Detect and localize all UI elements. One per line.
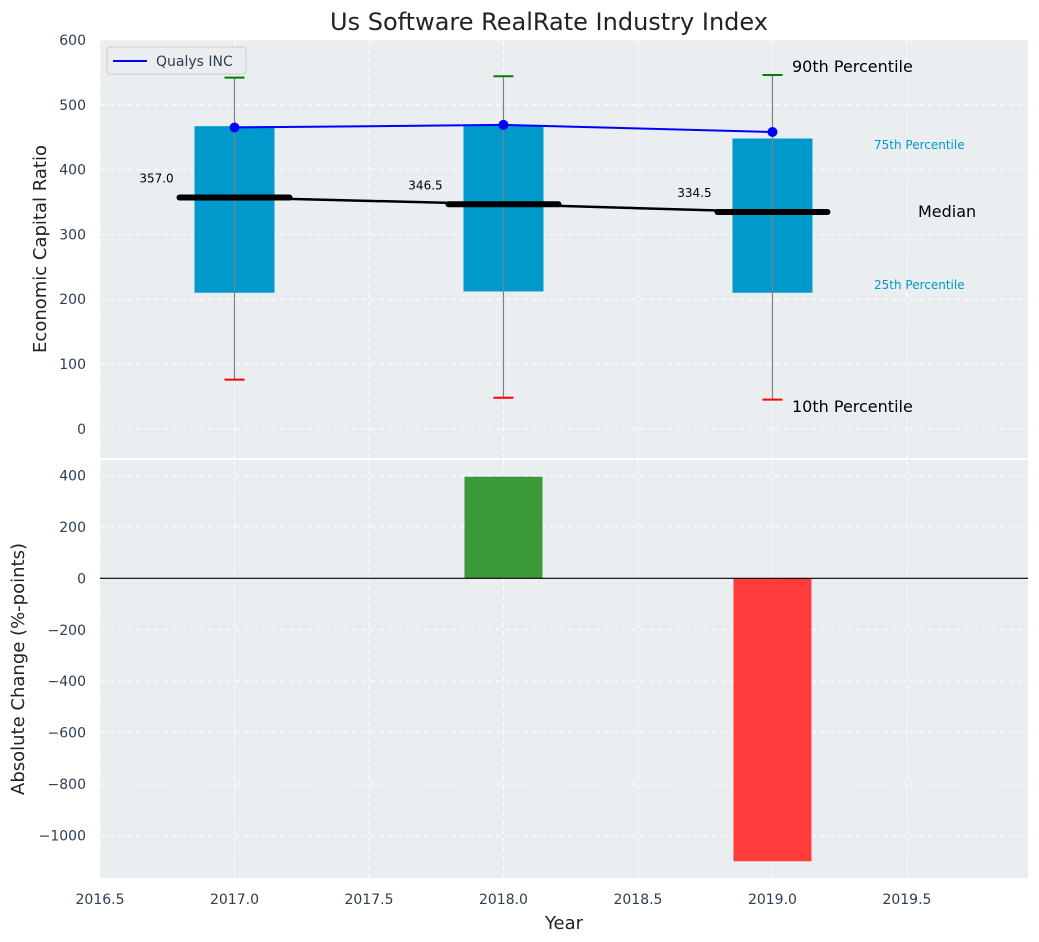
chart-title: Us Software RealRate Industry Index bbox=[330, 8, 768, 36]
annotation-75th-percentile: 75th Percentile bbox=[874, 138, 965, 152]
x-tick-label: 2019.0 bbox=[748, 892, 797, 908]
qualys-point bbox=[498, 119, 509, 130]
change-bars bbox=[100, 476, 1028, 862]
bottom-y-tick-label: −400 bbox=[48, 674, 86, 690]
legend: Qualys INC bbox=[106, 46, 247, 75]
annotation-10th-percentile: 10th Percentile bbox=[792, 397, 913, 416]
top-y-axis-label: Economic Capital Ratio bbox=[30, 145, 51, 353]
top-y-tick-label: 600 bbox=[59, 33, 86, 49]
bottom-y-tick-label: −600 bbox=[48, 726, 86, 742]
bottom-y-tick-label: −200 bbox=[48, 623, 86, 639]
bottom-y-tick-label: 200 bbox=[59, 520, 86, 536]
x-tick-label: 2018.5 bbox=[613, 892, 662, 908]
x-tick-label: 2016.5 bbox=[76, 892, 125, 908]
bottom-y-tick-label: −800 bbox=[48, 777, 86, 793]
qualys-point bbox=[229, 122, 240, 133]
bottom-y-tick-label: −1000 bbox=[39, 829, 86, 845]
annotation-90th-percentile: 90th Percentile bbox=[792, 57, 913, 76]
bottom-y-ticks: 400 200 0 −200 −400 −600 −800 −1000 bbox=[39, 468, 86, 844]
positive-change-bar bbox=[464, 476, 543, 579]
bottom-y-tick-label: 400 bbox=[59, 468, 86, 484]
legend-box bbox=[106, 46, 247, 75]
top-y-ticks: 0 100 200 300 400 500 600 bbox=[59, 33, 86, 438]
annotation-median: Median bbox=[918, 202, 976, 221]
median-value-label: 346.5 bbox=[408, 178, 442, 192]
qualys-point bbox=[767, 127, 778, 138]
box-plot: 357.0 346.5 334.5 bbox=[139, 73, 831, 401]
top-y-tick-label: 100 bbox=[59, 357, 86, 373]
x-axis-label: Year bbox=[544, 913, 584, 934]
x-tick-label: 2018.0 bbox=[479, 892, 528, 908]
x-tick-label: 2017.0 bbox=[210, 892, 259, 908]
annotation-25th-percentile: 25th Percentile bbox=[874, 278, 965, 292]
x-ticks: 2016.5 2017.0 2017.5 2018.0 2018.5 2019.0 2019… bbox=[76, 892, 932, 908]
bottom-y-axis-label: Absolute Change (%-points) bbox=[8, 543, 29, 795]
top-y-tick-label: 300 bbox=[59, 227, 86, 243]
top-y-tick-label: 0 bbox=[77, 422, 86, 438]
top-y-tick-label: 200 bbox=[59, 292, 86, 308]
bottom-plot-area bbox=[100, 460, 1028, 878]
legend-label-qualys: Qualys INC bbox=[156, 54, 233, 70]
top-y-tick-label: 400 bbox=[59, 163, 86, 179]
x-tick-label: 2017.5 bbox=[344, 892, 393, 908]
median-value-label: 334.5 bbox=[677, 186, 711, 200]
negative-change-bar bbox=[733, 578, 812, 862]
median-value-label: 357.0 bbox=[139, 171, 173, 185]
x-tick-label: 2019.5 bbox=[882, 892, 931, 908]
bottom-y-tick-label: 0 bbox=[77, 571, 86, 587]
top-y-tick-label: 500 bbox=[59, 98, 86, 114]
